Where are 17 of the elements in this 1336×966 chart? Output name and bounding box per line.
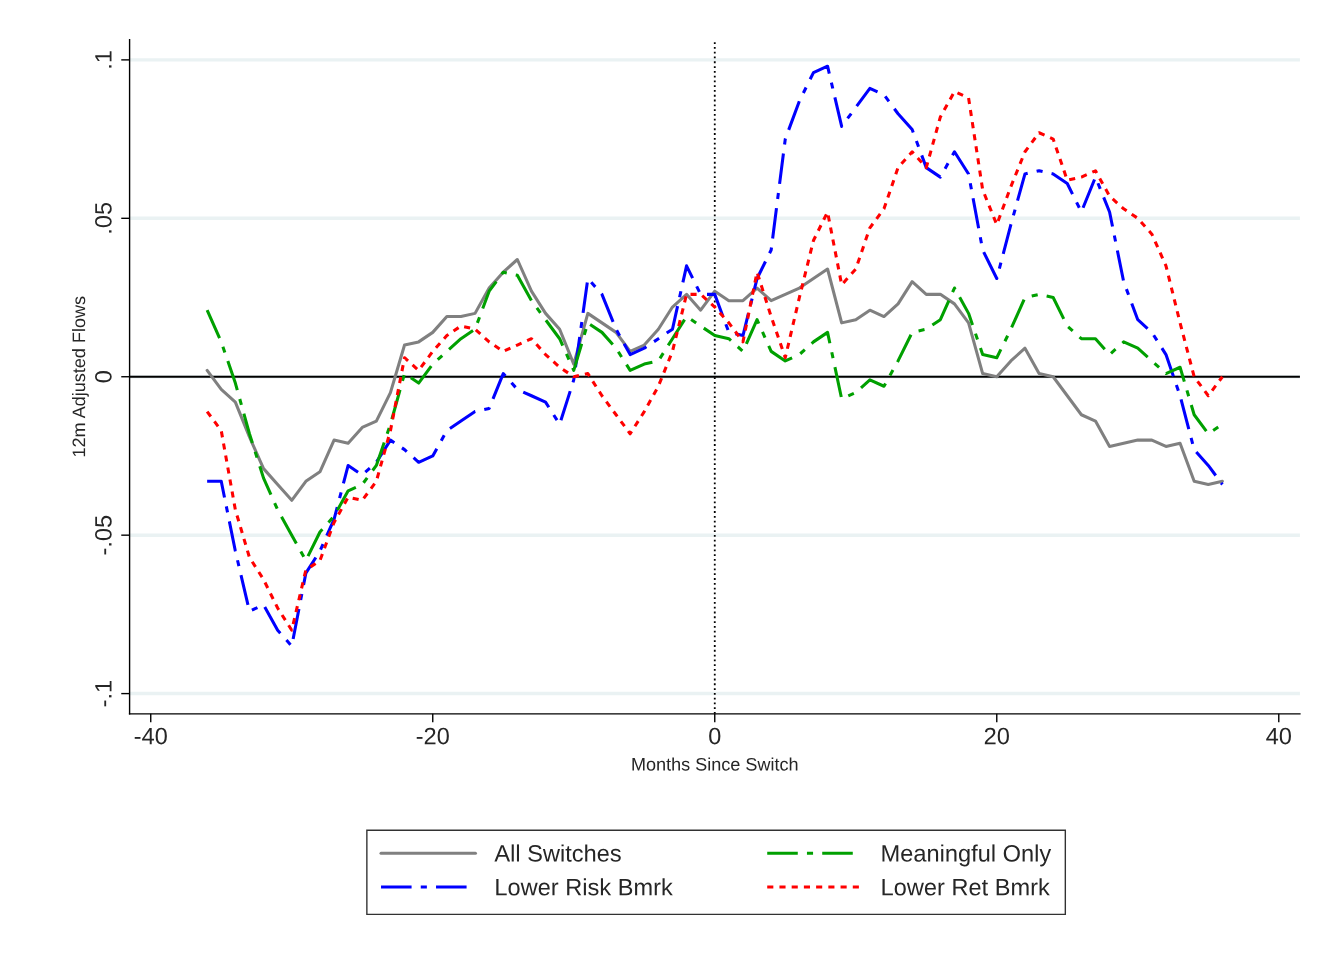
x-tick-label: 20 <box>984 727 1009 745</box>
y-tick-label: .05 <box>95 202 112 233</box>
legend-label: Lower Risk Bmrk <box>496 878 673 896</box>
legend-label: All Switches <box>494 844 621 862</box>
x-tick-label: -20 <box>416 727 449 745</box>
x-tick-label: -40 <box>134 727 167 745</box>
line-series <box>205 257 1224 502</box>
x-tick-label: 40 <box>1266 727 1291 745</box>
x-tick-label: 0 <box>709 727 721 745</box>
x-axis-title: Months Since Switch <box>632 757 798 771</box>
y-tick-label: .1 <box>95 51 112 68</box>
y-tick-label: -.1 <box>95 680 112 707</box>
y-tick-label: -.05 <box>95 515 112 555</box>
y-axis-title: 12m Adjusted Flows <box>72 296 89 457</box>
legend-label: Lower Ret Bmrk <box>882 878 1050 896</box>
y-tick-label: 0 <box>95 371 112 383</box>
legend-label: Meaningful Only <box>882 844 1052 867</box>
